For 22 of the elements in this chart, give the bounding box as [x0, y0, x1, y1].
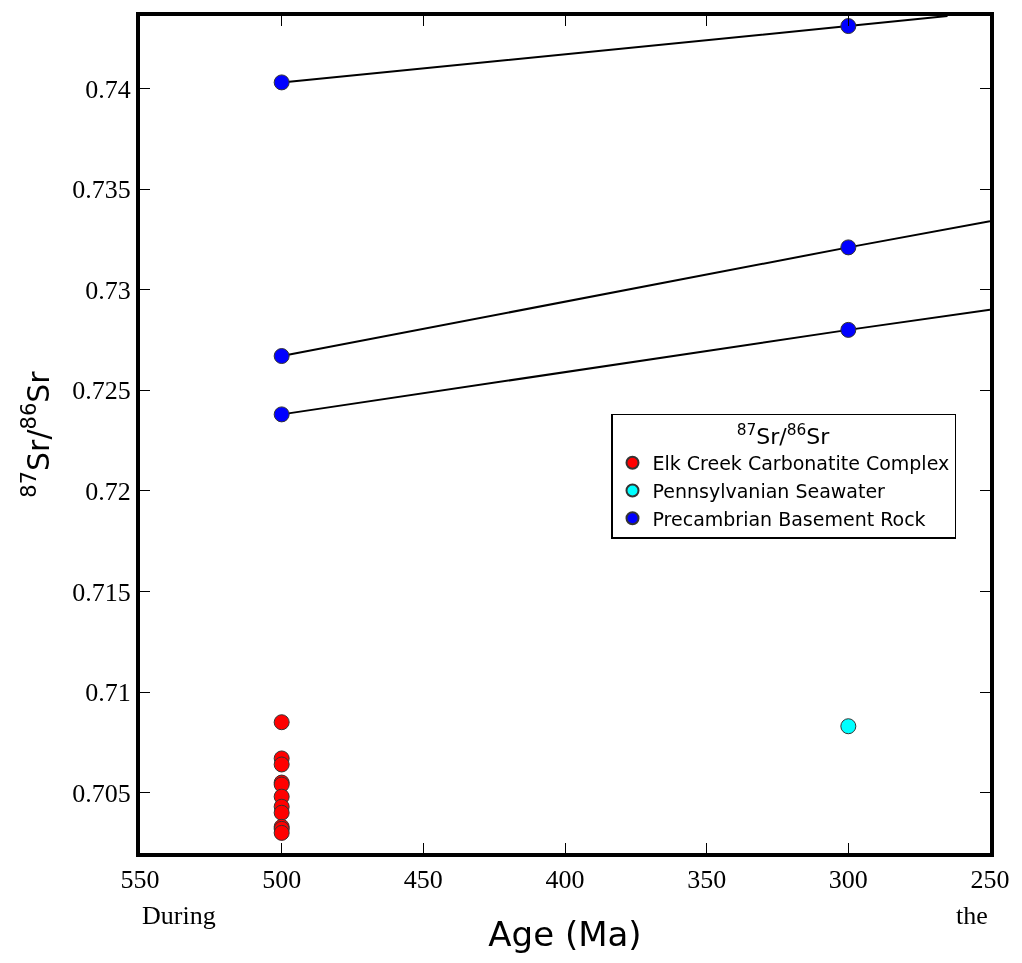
x-tick-label: 350 — [687, 865, 727, 895]
text: During — [142, 901, 216, 930]
legend-label: Pennsylvanian Seawater — [652, 479, 886, 502]
x-axis-title: Age (Ma) — [488, 914, 642, 954]
y-tick-label: 0.735 — [72, 175, 131, 205]
x-tick-label: 500 — [262, 865, 302, 895]
y-tick-label: 0.74 — [85, 74, 131, 104]
x-tick-label: 250 — [970, 865, 1010, 895]
y-tick-label: 0.73 — [85, 275, 131, 305]
legend-label: Elk Creek Carbonatite Complex — [652, 452, 950, 475]
y-tick-label: 0.705 — [72, 778, 131, 808]
legend-label: Precambrian Basement Rock — [652, 507, 926, 530]
y-tick-label: 0.71 — [85, 678, 131, 708]
y-tick-label: 0.715 — [72, 577, 131, 607]
text: the — [956, 901, 988, 930]
x-tick-label: 400 — [545, 865, 585, 895]
y-tick-label: 0.725 — [72, 376, 131, 406]
x-tick-label: 550 — [120, 865, 160, 895]
x-tick-label: 300 — [828, 865, 868, 895]
legend-title: $^{87}$Sr/$^{86}$Sr — [736, 420, 831, 449]
x-tick-label: 450 — [403, 865, 443, 895]
y-tick-label: 0.72 — [85, 476, 131, 506]
